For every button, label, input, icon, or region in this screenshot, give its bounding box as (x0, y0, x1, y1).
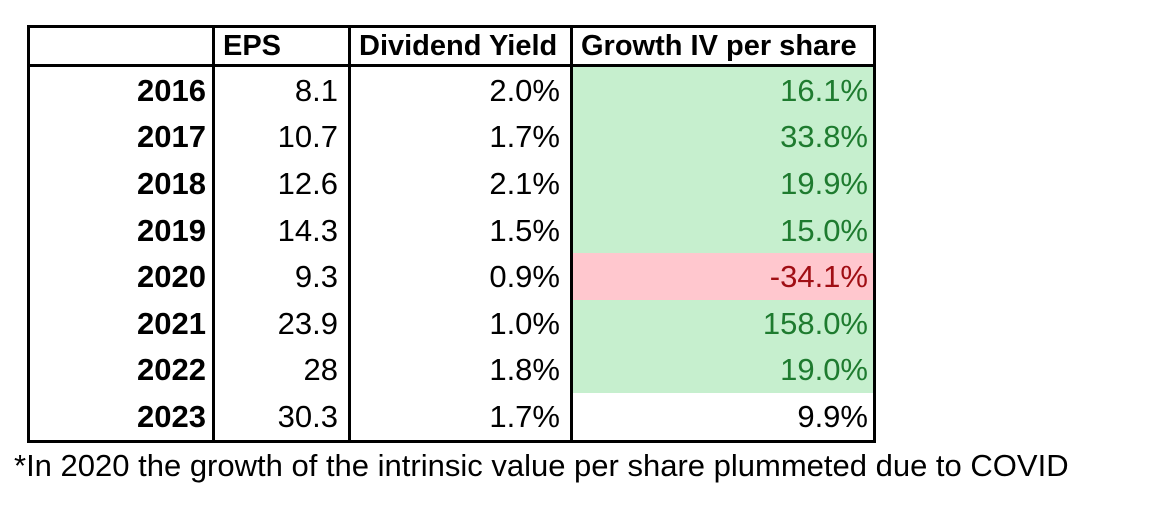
table-row: 2017 10.7 1.7% 33.8% (27, 113, 876, 161)
dividend-yield-cell: 1.7% (348, 393, 573, 443)
dividend-yield-cell: 2.0% (348, 65, 573, 114)
eps-cell: 8.1 (212, 65, 351, 114)
eps-cell: 9.3 (212, 253, 351, 300)
year-cell: 2017 (27, 113, 215, 161)
growth-iv-cell: 19.9% (570, 160, 876, 207)
table-row: 2019 14.3 1.5% 15.0% (27, 206, 876, 254)
growth-iv-cell: 16.1% (570, 65, 876, 114)
growth-iv-cell: 33.8% (570, 113, 876, 161)
table-row: 2016 8.1 2.0% 16.1% (27, 65, 876, 114)
eps-cell: 12.6 (212, 160, 351, 207)
eps-cell: 30.3 (212, 393, 351, 443)
dividend-yield-cell: 1.7% (348, 113, 573, 161)
header-dividend-yield: Dividend Yield (348, 25, 573, 67)
financial-table-wrap: EPS Dividend Yield Growth IV per share 2… (27, 25, 876, 443)
eps-cell: 28 (212, 346, 351, 394)
growth-iv-cell: -34.1% (570, 253, 876, 300)
year-cell: 2023 (27, 393, 215, 443)
footnote: *In 2020 the growth of the intrinsic val… (14, 448, 1069, 483)
dividend-yield-cell: 1.5% (348, 206, 573, 254)
table-row: 2018 12.6 2.1% 19.9% (27, 160, 876, 207)
dividend-yield-cell: 0.9% (348, 253, 573, 300)
table-row: 2023 30.3 1.7% 9.9% (27, 393, 876, 443)
header-eps: EPS (212, 25, 351, 67)
year-cell: 2021 (27, 299, 215, 347)
eps-cell: 23.9 (212, 299, 351, 347)
dividend-yield-cell: 1.8% (348, 346, 573, 394)
year-cell: 2016 (27, 65, 215, 114)
year-cell: 2018 (27, 160, 215, 207)
dividend-yield-cell: 1.0% (348, 299, 573, 347)
table-row: 2021 23.9 1.0% 158.0% (27, 299, 876, 347)
year-cell: 2020 (27, 253, 215, 300)
growth-iv-cell: 19.0% (570, 346, 876, 394)
financial-table: EPS Dividend Yield Growth IV per share 2… (27, 25, 876, 443)
table-body: 2016 8.1 2.0% 16.1% 2017 10.7 1.7% 33.8% 2018 12.… (27, 65, 876, 443)
year-cell: 2022 (27, 346, 215, 394)
year-cell: 2019 (27, 206, 215, 254)
table-row: 2022 28 1.8% 19.0% (27, 346, 876, 394)
growth-iv-cell: 9.9% (570, 393, 876, 443)
eps-cell: 10.7 (212, 113, 351, 161)
eps-cell: 14.3 (212, 206, 351, 254)
header-blank (27, 25, 215, 67)
growth-iv-cell: 15.0% (570, 206, 876, 254)
header-row: EPS Dividend Yield Growth IV per share (27, 25, 876, 67)
dividend-yield-cell: 2.1% (348, 160, 573, 207)
header-growth-iv-per-share: Growth IV per share (570, 25, 876, 67)
table-row: 2020 9.3 0.9% -34.1% (27, 253, 876, 300)
growth-iv-cell: 158.0% (570, 299, 876, 347)
